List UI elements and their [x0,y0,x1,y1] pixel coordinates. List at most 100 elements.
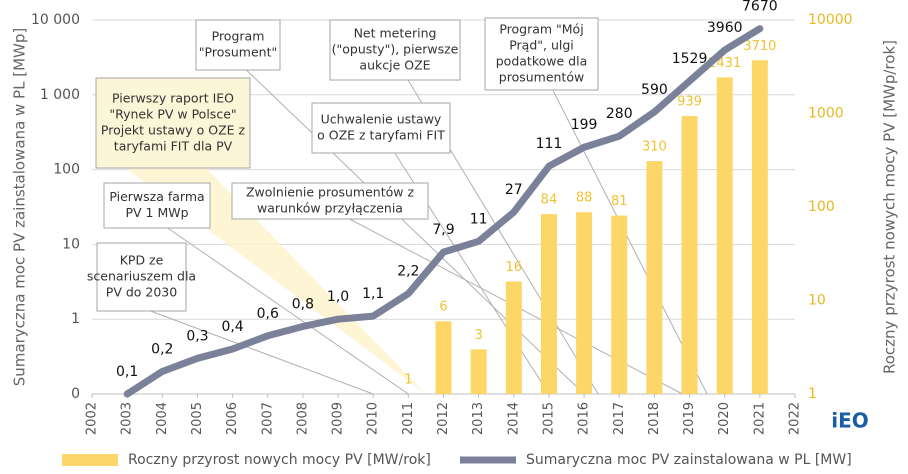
legend-label: Sumaryczna moc PV zainstalowana w PL [MW… [526,452,852,468]
y-axis-title: Sumaryczna moc PV zainstalowana w PL [MW… [11,28,29,386]
bar-label: 1 [404,373,412,388]
x-tick-label: 2018 [647,402,662,435]
callout-line [246,69,585,395]
line-label: 590 [641,82,668,98]
x-tick-label: 2004 [155,402,170,435]
bar [716,77,733,394]
annotation-text: podatkowe dla [496,54,587,69]
annotation-text: Zwolnienie prosumentów z [246,185,414,200]
logo: iEO [831,409,869,433]
line-label: 3960 [707,20,743,36]
annotation-text: PV 1 MWp [125,205,188,220]
x-tick-label: 2009 [331,402,346,435]
annotation-box [484,17,599,91]
bar [505,281,522,394]
callout-line [150,310,374,395]
annotation-text: Pierwszy raport IEO [112,91,234,106]
annotation-text: warunków przyłączenia [257,201,403,216]
x-tick-label: 2005 [190,402,205,435]
legend-swatch [62,454,118,466]
y-tick-label: 0 [71,386,80,402]
annotation-text: PV do 2030 [106,285,177,300]
y2-tick-label: 100 [808,199,835,215]
bar [576,212,593,394]
line-label: 0,4 [221,319,243,335]
x-tick-label: 2014 [506,402,521,435]
y2-tick-label: 10 [808,293,826,309]
annotation-text: ("opusty"), pierwsze [332,42,459,57]
annotation-text: Uchwalenie ustawy [321,112,442,127]
bar [435,321,452,394]
annotation-box [96,242,187,312]
annotation-text: scenariuszem dla [87,269,196,284]
x-tick-label: 2011 [401,402,416,435]
annotation-text: KPD ze [120,253,164,268]
callout-line [167,227,409,395]
line-label: 199 [571,117,598,133]
x-tick-label: 2022 [788,402,803,435]
legend-label: Roczny przyrost nowych mocy PV [MW/rok] [128,452,431,468]
line-label: 111 [536,136,563,152]
line-label: 1529 [672,51,708,67]
line-label: 11 [470,211,488,227]
line-label: 0,1 [116,364,138,380]
line-label: 0,3 [186,328,208,344]
x-tick-label: 2007 [260,402,275,435]
annotation-box [195,19,281,71]
y-tick-label: 1 [71,311,80,327]
line-label: 1,1 [362,286,384,302]
annotation-box [95,77,251,169]
annotation-text: "Prosument" [199,45,277,60]
bar [540,214,557,394]
bar-label: 84 [541,193,558,208]
y-tick-label: 100 [53,162,80,178]
bar-label: 3710 [743,39,776,54]
x-tick-label: 2019 [682,402,697,435]
bar [646,161,663,394]
line-label: 280 [606,106,633,122]
annotation-text: o OZE z taryfami FIT [317,128,445,143]
annotation-box [329,19,461,81]
x-tick-label: 2012 [436,402,451,435]
bar [611,215,628,394]
y2-tick-label: 10000 [808,12,853,28]
annotations: Program"Prosument" Net metering("opusty")… [87,17,708,395]
annotation-text: taryfami FIT dla PV [114,139,233,154]
bar-label: 3 [475,328,483,343]
annotation-text: Prąd", ulgi [509,38,574,53]
y2-axis-title: Roczny przyrost nowych mocy PV [MWp/rok] [881,40,899,374]
x-tick-label: 2002 [85,402,100,435]
bar-label: 81 [611,194,628,209]
x-tick-label: 2015 [541,402,556,435]
annotation-text: prosumentów [499,70,584,85]
y2-tick-label: 1000 [808,106,844,122]
line [123,25,764,398]
x-tick-label: 2003 [120,402,135,435]
bar-label: 939 [677,95,702,110]
annotation-text: Pierwsza farma [109,189,204,204]
x-tick-label: 2020 [717,402,732,435]
bar-label: 88 [576,191,593,206]
line-label: 0,6 [257,306,279,322]
annotation-box [103,182,211,229]
line-label: 0,8 [292,296,314,312]
line-label: 1,0 [327,289,349,305]
y-tick-label: 10 [62,236,80,252]
x-tick-label: 2008 [295,402,310,435]
bar [751,60,768,394]
annotation-box [231,182,429,220]
callout-line [552,89,708,395]
x-tick-label: 2010 [366,402,381,435]
line-label: 0,2 [151,341,173,357]
y-tick-label: 10 000 [31,12,80,28]
line-label: 2,2 [397,264,419,280]
line-label: 27 [505,182,523,198]
line-label: 7670 [742,0,778,15]
x-tick-label: 2016 [577,402,592,435]
y-tick-label: 1 000 [40,87,80,103]
annotation-text: Program [212,29,265,44]
bar [681,116,698,394]
bar-label: 310 [642,140,667,155]
annotation-text: aukcje OZE [359,58,430,73]
annotation-text: Net metering [354,26,437,41]
